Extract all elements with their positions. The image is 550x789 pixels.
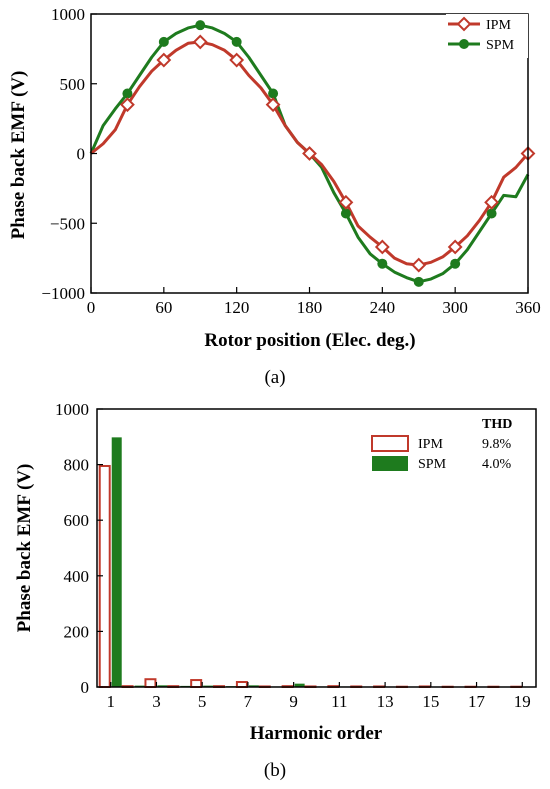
y-tick-label-b: 400 <box>64 567 90 586</box>
y-tick-label-b: 800 <box>64 456 90 475</box>
legend-swatch-ipm-b <box>371 435 409 452</box>
data-point-ipm <box>411 257 427 273</box>
y-tick-label-a: 500 <box>60 75 86 94</box>
x-tick-label-b: 15 <box>422 692 439 711</box>
legend-a: IPM SPM <box>446 14 528 58</box>
bar-ipm <box>144 678 157 689</box>
y-axis-title-b: Phase back EMF (V) <box>14 464 35 633</box>
x-tick-label-b: 7 <box>244 692 253 711</box>
legend-thd-spm-b: 4.0% <box>482 457 512 472</box>
data-point-ipm <box>374 239 390 255</box>
bar-ipm <box>190 679 203 688</box>
legend-b: THD IPM 9.8% SPM 4.0% <box>371 417 512 472</box>
x-tick-label-b: 13 <box>377 692 394 711</box>
x-tick-label-b: 17 <box>468 692 486 711</box>
data-point-ipm <box>265 97 281 113</box>
data-point-spm <box>486 208 497 219</box>
ticks-a: 0 60 120 180 240 300 360 −1000 −500 0 500 1000 <box>41 5 540 317</box>
x-tick-label-a: 0 <box>87 298 96 317</box>
data-point-spm <box>377 258 388 269</box>
x-tick-label-a: 180 <box>297 298 323 317</box>
y-tick-label-a: 0 <box>77 145 86 164</box>
x-tick-label-b: 9 <box>289 692 298 711</box>
bar-spm <box>157 685 168 687</box>
legend-thd-header: THD <box>482 417 512 432</box>
data-point-ipm <box>120 97 135 113</box>
plot-frame-b <box>96 408 537 688</box>
x-tick-label-b: 11 <box>331 692 347 711</box>
x-tick-label-b: 19 <box>514 692 531 711</box>
legend-swatch-spm-b <box>372 456 408 471</box>
x-tick-label-b: 1 <box>106 692 115 711</box>
data-point-ipm <box>302 146 317 161</box>
legend-label-ipm-a: IPM <box>486 18 511 33</box>
data-point-spm <box>158 36 169 47</box>
y-tick-label-b: 200 <box>64 622 90 641</box>
legend-marker-ipm-a <box>456 16 472 32</box>
data-point-ipm <box>447 239 463 255</box>
data-point-ipm <box>484 194 499 210</box>
caption-a: (a) <box>264 367 285 388</box>
bars-group-b <box>98 437 534 689</box>
line-chart-a: 0 60 120 180 240 300 360 −1000 −500 0 500 1000 IPM … <box>8 5 541 388</box>
data-point-spm <box>340 208 351 219</box>
x-tick-label-a: 360 <box>515 298 541 317</box>
y-tick-label-b: 600 <box>64 511 90 530</box>
y-tick-label-a: −1000 <box>41 284 85 303</box>
data-point-spm <box>122 88 133 99</box>
x-tick-label-a: 60 <box>155 298 172 317</box>
data-point-ipm <box>229 52 245 68</box>
x-tick-label-a: 300 <box>442 298 468 317</box>
y-tick-label-b: 0 <box>81 678 90 697</box>
x-axis-title-a: Rotor position (Elec. deg.) <box>204 330 415 351</box>
y-tick-label-a: 1000 <box>51 5 85 24</box>
bar-spm <box>248 685 259 687</box>
bar-spm <box>294 683 305 687</box>
bar-ipm <box>98 464 111 688</box>
x-tick-label-b: 3 <box>152 692 161 711</box>
x-tick-label-b: 5 <box>198 692 207 711</box>
x-axis-title-b: Harmonic order <box>250 723 383 744</box>
bar-spm <box>111 437 122 687</box>
data-point-ipm <box>338 194 354 210</box>
y-tick-label-a: −500 <box>50 214 85 233</box>
data-point-spm <box>413 276 424 287</box>
x-tick-label-a: 240 <box>370 298 396 317</box>
caption-b: (b) <box>264 760 286 781</box>
data-point-ipm <box>192 34 208 50</box>
x-tick-label-a: 120 <box>224 298 250 317</box>
series-group-a <box>89 20 536 287</box>
legend-thd-ipm-b: 9.8% <box>482 437 512 452</box>
data-point-spm <box>195 20 206 31</box>
y-tick-label-b: 1000 <box>55 400 89 419</box>
legend-label-spm-b: SPM <box>418 457 447 472</box>
data-point-spm <box>231 36 242 47</box>
data-point-spm <box>268 88 279 99</box>
bar-ipm <box>235 680 248 688</box>
y-axis-title-a: Phase back EMF (V) <box>8 71 29 240</box>
legend-label-spm-a: SPM <box>486 38 515 53</box>
legend-label-ipm-b: IPM <box>418 437 443 452</box>
data-point-spm <box>450 258 461 269</box>
data-point-ipm <box>156 52 172 68</box>
legend-marker-spm-a <box>459 39 469 49</box>
